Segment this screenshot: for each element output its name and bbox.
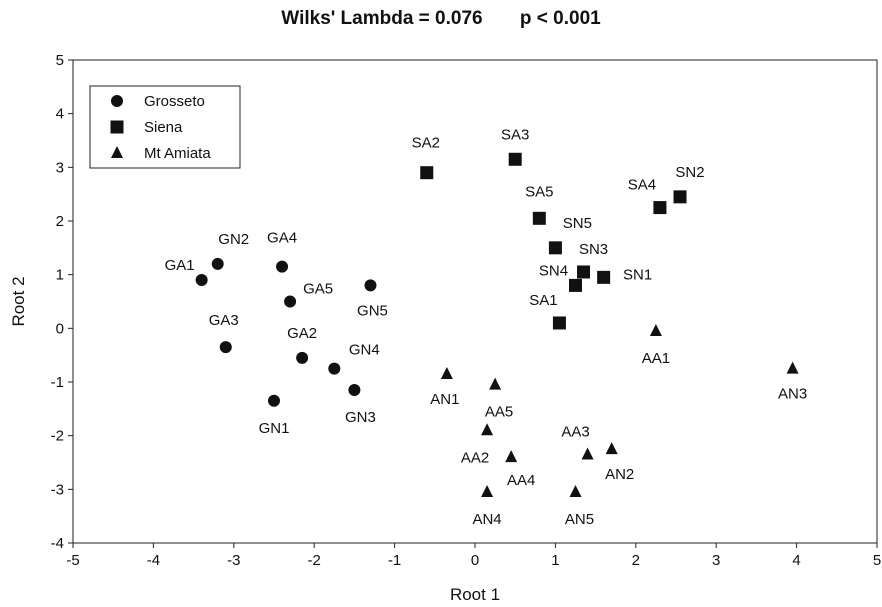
point-label-sa1: SA1 — [529, 292, 557, 309]
siena-point-sa1 — [552, 316, 566, 330]
mt-amiata-point-aa1 — [649, 324, 662, 337]
siena-point-sa4 — [653, 201, 667, 215]
siena-point-sn2 — [673, 190, 687, 204]
siena-point-sn5 — [548, 241, 562, 255]
point-label-an3: AN3 — [778, 386, 807, 403]
point-label-gn3: GN3 — [345, 409, 376, 426]
chart-title: Wilks' Lambda = 0.076 — [281, 8, 483, 29]
siena-point-sn1 — [597, 270, 611, 284]
point-label-gn1: GN1 — [259, 420, 290, 437]
legend-marker-grosseto — [111, 95, 123, 107]
point-label-aa1: AA1 — [642, 350, 670, 367]
x-tick-label: -1 — [388, 552, 401, 569]
grosseto-point-ga4 — [276, 260, 289, 273]
point-label-gn2: GN2 — [218, 231, 249, 248]
y-tick-label: -2 — [51, 428, 64, 445]
point-label-sn3: SN3 — [579, 241, 608, 258]
y-tick-label: -3 — [51, 481, 64, 498]
x-tick-label: -3 — [227, 552, 240, 569]
grosseto-point-ga1 — [195, 274, 208, 287]
mt-amiata-point-aa5 — [489, 377, 502, 390]
y-tick-label: 3 — [56, 159, 64, 176]
point-label-an4: AN4 — [472, 511, 501, 528]
chart-stats: Wilks' Lambda = 0.076 p < 0.001 — [0, 8, 882, 30]
mt-amiata-point-aa4 — [505, 450, 518, 463]
point-label-ga2: GA2 — [287, 325, 317, 342]
point-label-ga3: GA3 — [209, 312, 239, 329]
mt-amiata-point-aa2 — [481, 423, 494, 436]
x-tick-label: 0 — [471, 552, 479, 569]
point-label-sn1: SN1 — [623, 266, 652, 283]
legend-label-grosseto: Grosseto — [144, 93, 205, 110]
point-label-sa3: SA3 — [501, 126, 529, 143]
point-label-sa4: SA4 — [628, 177, 656, 194]
x-tick-label: 4 — [792, 552, 800, 569]
grosseto-point-gn5 — [364, 279, 377, 292]
y-tick-label: 4 — [56, 106, 64, 123]
x-tick-label: 2 — [632, 552, 640, 569]
legend-label-mt-amiata: Mt Amiata — [144, 145, 211, 162]
siena-point-sn4 — [569, 278, 582, 292]
point-label-an1: AN1 — [430, 391, 459, 408]
grosseto-point-ga5 — [284, 295, 297, 308]
x-tick-label: -4 — [147, 552, 160, 569]
point-label-ga5: GA5 — [303, 281, 333, 298]
x-tick-label: 1 — [551, 552, 559, 569]
siena-point-sa2 — [420, 166, 434, 180]
point-label-ga1: GA1 — [165, 257, 195, 274]
point-label-aa4: AA4 — [507, 472, 535, 489]
mt-amiata-point-an2 — [605, 442, 618, 455]
mt-amiata-point-an1 — [440, 366, 453, 379]
point-label-ga4: GA4 — [267, 230, 297, 247]
mt-amiata-point-an4 — [481, 485, 494, 498]
x-tick-label: -2 — [308, 552, 321, 569]
grosseto-point-ga3 — [219, 341, 232, 354]
point-label-aa2: AA2 — [461, 449, 489, 466]
point-label-sn4: SN4 — [539, 262, 568, 279]
grosseto-point-ga2 — [296, 351, 309, 364]
point-label-an2: AN2 — [605, 466, 634, 483]
point-label-sn2: SN2 — [675, 164, 704, 181]
point-label-gn5: GN5 — [357, 302, 388, 319]
y-tick-label: 2 — [56, 213, 64, 230]
point-label-aa5: AA5 — [485, 404, 513, 421]
legend-marker-mt-amiata — [111, 146, 123, 158]
point-label-aa3: AA3 — [561, 423, 589, 440]
chart-subtitle: p < 0.001 — [519, 8, 601, 29]
mt-amiata-point-an3 — [786, 361, 799, 374]
x-tick-label: -5 — [66, 552, 79, 569]
grosseto-point-gn3 — [348, 384, 361, 397]
x-axis-title: Root 1 — [450, 585, 500, 604]
y-tick-label: 5 — [56, 52, 64, 69]
siena-point-sa3 — [508, 152, 522, 166]
y-tick-label: -1 — [51, 374, 64, 391]
x-tick-label: 3 — [712, 552, 720, 569]
siena-point-sa5 — [532, 211, 546, 225]
grosseto-point-gn1 — [268, 394, 280, 407]
point-label-sa5: SA5 — [525, 183, 553, 200]
y-tick-label: 1 — [56, 267, 64, 284]
mt-amiata-point-aa3 — [581, 447, 594, 460]
y-axis-title: Root 2 — [9, 276, 28, 326]
point-label-an5: AN5 — [565, 511, 594, 528]
legend-marker-siena — [110, 120, 124, 134]
mt-amiata-point-an5 — [569, 485, 582, 498]
y-tick-label: 0 — [56, 320, 64, 337]
legend-label-siena: Siena — [144, 119, 183, 136]
grosseto-point-gn4 — [328, 362, 341, 375]
y-tick-label: -4 — [51, 535, 64, 552]
point-label-gn4: GN4 — [349, 342, 380, 359]
point-label-sn5: SN5 — [563, 215, 592, 232]
point-label-sa2: SA2 — [412, 135, 440, 152]
siena-point-sn3 — [577, 265, 591, 279]
grosseto-point-gn2 — [211, 257, 224, 270]
x-tick-label: 5 — [873, 552, 881, 569]
